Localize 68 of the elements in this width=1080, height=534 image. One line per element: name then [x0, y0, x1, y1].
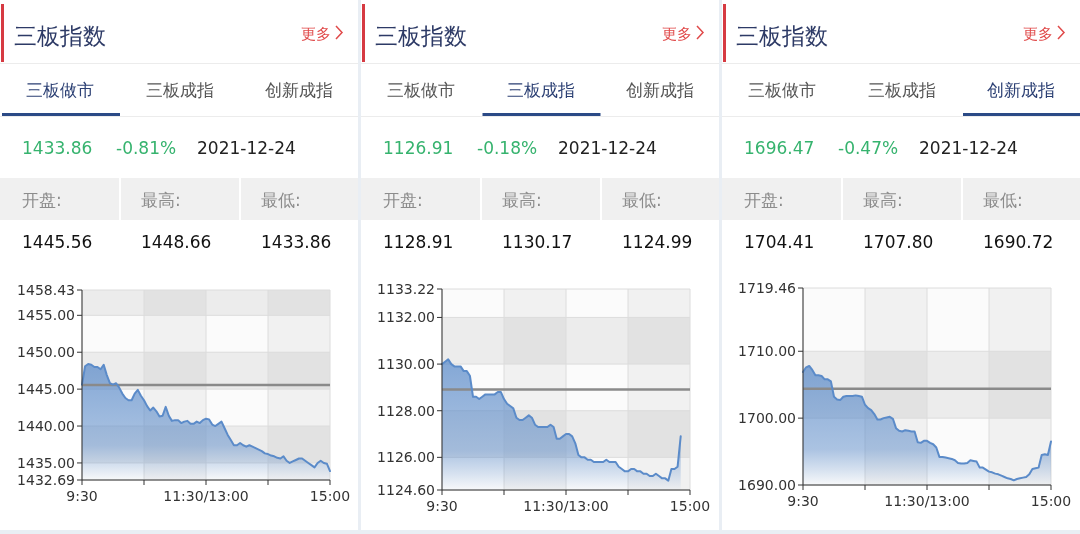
text: 创新成指 [987, 80, 1055, 100]
text: 2021-12-24 [919, 138, 1018, 158]
y-tick-label: 1432.69 [17, 471, 75, 488]
x-tick-label: 15:00 [669, 498, 711, 514]
text: 三板做市 [26, 80, 94, 100]
y-tick-label: 1124.60 [377, 481, 435, 498]
text: 更多 [301, 25, 331, 43]
text: 创新成指 [265, 80, 333, 100]
text: 1126.91 [383, 138, 454, 158]
text: 1707.80 [863, 232, 934, 252]
text: 三板做市 [748, 80, 816, 100]
text: 开盘: [383, 190, 423, 210]
text: -0.81% [116, 138, 177, 158]
x-tick-label: 11:30/13:00 [163, 488, 249, 504]
text: 最低: [983, 190, 1023, 210]
y-tick-label: 1128.00 [377, 402, 435, 419]
y-tick-label: 1700.00 [738, 410, 796, 427]
text: 1445.56 [22, 232, 93, 252]
text: 三板成指 [507, 80, 575, 100]
x-tick-label: 9:30 [787, 493, 819, 509]
x-tick-label: 9:30 [66, 488, 98, 504]
text: 三板成指 [146, 80, 214, 100]
text: 三板做市 [387, 80, 455, 100]
y-tick-label: 1450.00 [17, 344, 75, 361]
y-tick-label: 1133.22 [377, 280, 435, 297]
text: 1124.99 [622, 232, 693, 252]
text: 最低: [261, 190, 301, 210]
text: 创新成指 [626, 80, 694, 100]
y-tick-label: 1455.00 [17, 307, 75, 324]
text: -0.47% [838, 138, 899, 158]
chart-title: 三板指数 [375, 23, 467, 49]
chart-title: 三板指数 [736, 23, 828, 49]
y-tick-label: 1126.00 [377, 449, 435, 466]
x-tick-label: 11:30/13:00 [523, 498, 609, 514]
y-tick-label: 1132.00 [377, 309, 435, 326]
text: 最高: [502, 190, 542, 210]
x-tick-label: 15:00 [1030, 493, 1072, 509]
y-tick-label: 1719.46 [738, 279, 797, 296]
text: 1130.17 [502, 232, 573, 252]
text: 1433.86 [22, 138, 93, 158]
x-tick-label: 9:30 [426, 498, 458, 514]
text: 1696.47 [744, 138, 815, 158]
text: 最低: [622, 190, 662, 210]
text: 最高: [141, 190, 181, 210]
y-tick-label: 1435.00 [17, 454, 75, 471]
text: 1128.91 [383, 232, 454, 252]
y-tick-label: 1710.00 [738, 343, 796, 360]
y-tick-label: 1690.00 [738, 476, 796, 493]
text: 更多 [662, 25, 692, 43]
text: 2021-12-24 [197, 138, 296, 158]
y-tick-label: 1130.00 [377, 355, 435, 372]
x-tick-label: 15:00 [309, 488, 351, 504]
text: 1448.66 [141, 232, 212, 252]
text: 开盘: [22, 190, 62, 210]
text: 更多 [1023, 25, 1053, 43]
x-tick-label: 11:30/13:00 [884, 493, 970, 509]
chart-title: 三板指数 [14, 23, 106, 49]
text: 2021-12-24 [558, 138, 657, 158]
text: 最高: [863, 190, 903, 210]
text: -0.18% [477, 138, 538, 158]
y-tick-label: 1445.00 [17, 381, 75, 398]
text: 1704.41 [744, 232, 815, 252]
y-tick-label: 1458.43 [17, 281, 75, 298]
y-tick-label: 1440.00 [17, 417, 75, 434]
text: 1690.72 [983, 232, 1054, 252]
text: 开盘: [744, 190, 784, 210]
text: 三板成指 [868, 80, 936, 100]
text: 1433.86 [261, 232, 332, 252]
